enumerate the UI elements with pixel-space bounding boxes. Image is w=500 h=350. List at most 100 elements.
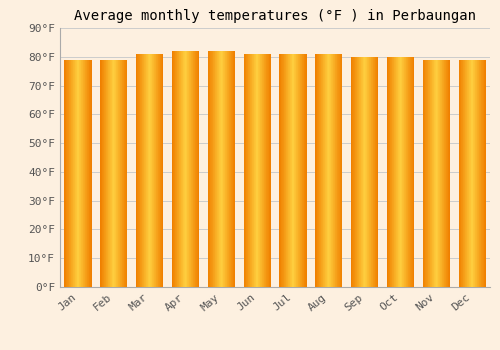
Bar bbox=[108, 60, 109, 287]
Bar bbox=[126, 60, 128, 287]
Bar bbox=[218, 51, 220, 287]
Bar bbox=[217, 51, 218, 287]
Bar bbox=[125, 60, 126, 287]
Bar bbox=[82, 60, 83, 287]
Bar bbox=[80, 60, 81, 287]
Bar bbox=[406, 57, 408, 287]
Bar bbox=[159, 54, 160, 287]
Bar bbox=[302, 54, 303, 287]
Bar bbox=[464, 60, 466, 287]
Bar bbox=[464, 60, 465, 287]
Bar bbox=[413, 57, 414, 287]
Bar bbox=[479, 60, 480, 287]
Bar bbox=[320, 54, 322, 287]
Bar bbox=[425, 60, 426, 287]
Bar bbox=[112, 60, 114, 287]
Bar bbox=[184, 51, 186, 287]
Bar bbox=[303, 54, 304, 287]
Bar bbox=[370, 57, 371, 287]
Bar bbox=[354, 57, 356, 287]
Bar bbox=[106, 60, 107, 287]
Bar bbox=[477, 60, 478, 287]
Bar bbox=[396, 57, 397, 287]
Bar bbox=[351, 57, 352, 287]
Bar bbox=[372, 57, 373, 287]
Bar bbox=[198, 51, 199, 287]
Bar bbox=[405, 57, 406, 287]
Bar bbox=[176, 51, 178, 287]
Bar bbox=[211, 51, 212, 287]
Bar bbox=[292, 54, 293, 287]
Bar bbox=[391, 57, 392, 287]
Bar bbox=[220, 51, 222, 287]
Bar bbox=[245, 54, 246, 287]
Bar bbox=[295, 54, 296, 287]
Bar bbox=[338, 54, 339, 287]
Bar bbox=[122, 60, 124, 287]
Bar bbox=[357, 57, 358, 287]
Bar bbox=[332, 54, 333, 287]
Bar bbox=[294, 54, 295, 287]
Bar bbox=[370, 57, 372, 287]
Bar bbox=[448, 60, 449, 287]
Bar bbox=[458, 60, 460, 287]
Bar bbox=[288, 54, 289, 287]
Bar bbox=[228, 51, 230, 287]
Bar bbox=[376, 57, 378, 287]
Bar bbox=[114, 60, 116, 287]
Bar bbox=[143, 54, 144, 287]
Bar bbox=[472, 60, 473, 287]
Bar bbox=[73, 60, 74, 287]
Bar bbox=[316, 54, 317, 287]
Bar bbox=[80, 60, 82, 287]
Bar bbox=[260, 54, 262, 287]
Bar bbox=[104, 60, 105, 287]
Bar bbox=[66, 60, 68, 287]
Bar bbox=[222, 51, 224, 287]
Bar bbox=[261, 54, 262, 287]
Bar bbox=[262, 54, 264, 287]
Bar bbox=[116, 60, 117, 287]
Bar bbox=[214, 51, 216, 287]
Bar bbox=[78, 60, 79, 287]
Bar bbox=[115, 60, 116, 287]
Bar bbox=[340, 54, 341, 287]
Bar bbox=[397, 57, 398, 287]
Bar bbox=[88, 60, 90, 287]
Bar bbox=[283, 54, 284, 287]
Bar bbox=[389, 57, 390, 287]
Bar bbox=[301, 54, 302, 287]
Bar bbox=[358, 57, 360, 287]
Bar bbox=[259, 54, 260, 287]
Bar bbox=[474, 60, 475, 287]
Bar bbox=[100, 60, 101, 287]
Bar bbox=[228, 51, 229, 287]
Bar bbox=[192, 51, 193, 287]
Bar bbox=[481, 60, 482, 287]
Bar bbox=[136, 54, 137, 287]
Bar bbox=[64, 60, 66, 287]
Bar bbox=[412, 57, 414, 287]
Bar bbox=[324, 54, 326, 287]
Bar bbox=[334, 54, 335, 287]
Bar bbox=[407, 57, 408, 287]
Bar bbox=[248, 54, 249, 287]
Bar bbox=[180, 51, 181, 287]
Bar bbox=[387, 57, 388, 287]
Bar bbox=[172, 51, 174, 287]
Bar bbox=[433, 60, 434, 287]
Bar bbox=[297, 54, 298, 287]
Bar bbox=[150, 54, 151, 287]
Bar bbox=[208, 51, 210, 287]
Bar bbox=[427, 60, 428, 287]
Bar bbox=[76, 60, 78, 287]
Bar bbox=[174, 51, 175, 287]
Bar bbox=[255, 54, 256, 287]
Bar bbox=[102, 60, 103, 287]
Bar bbox=[376, 57, 377, 287]
Bar bbox=[390, 57, 391, 287]
Bar bbox=[339, 54, 340, 287]
Bar bbox=[468, 60, 469, 287]
Bar bbox=[299, 54, 300, 287]
Bar bbox=[322, 54, 324, 287]
